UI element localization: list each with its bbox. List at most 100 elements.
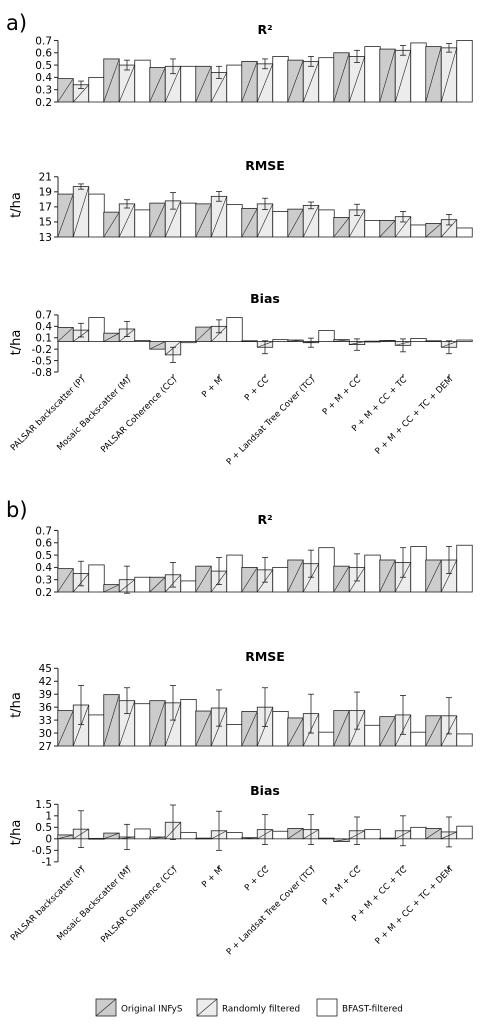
bar-hatch bbox=[287, 717, 304, 747]
y-tick-label: 36 bbox=[39, 702, 53, 714]
bar bbox=[456, 733, 473, 747]
legend-label: Original INFyS bbox=[121, 1005, 183, 1015]
y-tick-label: 0.5 bbox=[35, 822, 52, 834]
bar bbox=[272, 210, 289, 238]
y-tick-label: 39 bbox=[39, 689, 52, 701]
category-label: PALSAR Coherence (CC) bbox=[99, 375, 179, 455]
y-tick-label: -0.5 bbox=[32, 355, 53, 367]
bar bbox=[88, 317, 105, 342]
charts-group: R²0.20.30.40.50.60.7RMSE1315171921t/haBi… bbox=[9, 22, 473, 869]
category-label: P + M + CC + TC + DEM bbox=[373, 865, 455, 947]
category-label: PALSAR Coherence (CC) bbox=[99, 865, 179, 945]
category-label: P + M bbox=[200, 865, 225, 890]
bar bbox=[180, 65, 197, 103]
y-tick-label: 0.5 bbox=[35, 550, 52, 562]
bar bbox=[456, 227, 473, 238]
chart-panel-2: RMSE 13 15 17 19 21 t/ha bbox=[9, 158, 473, 244]
y-tick-label: -0.2 bbox=[32, 344, 53, 356]
bar-hatch bbox=[441, 219, 457, 238]
bar-hatch bbox=[379, 220, 396, 238]
bar-hatch bbox=[149, 341, 166, 350]
bar-hatch bbox=[118, 64, 136, 103]
y-tick-label: 19 bbox=[39, 187, 52, 199]
legend-swatch bbox=[316, 998, 338, 1017]
category-label: P + Landsat Tree Cover (TC) bbox=[225, 375, 317, 467]
legend-label: Randomly filtered bbox=[222, 1005, 300, 1015]
category-label: P + M + CC bbox=[321, 375, 363, 417]
bar-hatch bbox=[103, 832, 120, 840]
y-tick-label: 0.7 bbox=[35, 525, 52, 537]
bar-hatch bbox=[379, 48, 396, 103]
bar bbox=[134, 209, 151, 238]
bar bbox=[272, 711, 289, 747]
y-tick-label: 0.7 bbox=[35, 35, 52, 47]
bar-hatch bbox=[241, 208, 258, 238]
bar bbox=[364, 724, 381, 747]
bar-hatch bbox=[241, 837, 258, 840]
bar-hatch bbox=[348, 209, 366, 238]
chart-title: R² bbox=[257, 22, 272, 37]
y-tick-label: 0.3 bbox=[35, 574, 52, 586]
bar-hatch bbox=[440, 559, 458, 593]
y-tick-label: 0.2 bbox=[35, 97, 52, 109]
y-tick-label: -1 bbox=[42, 857, 52, 869]
bar-hatch bbox=[256, 63, 274, 103]
bar-hatch bbox=[287, 60, 304, 103]
bar-hatch bbox=[379, 559, 396, 593]
y-axis-label: t/ha bbox=[9, 692, 24, 718]
category-label: P + Landsat Tree Cover (TC) bbox=[225, 865, 317, 957]
y-tick-label: 15 bbox=[39, 217, 52, 229]
bar bbox=[180, 698, 197, 747]
bar bbox=[226, 832, 243, 840]
y-tick-label: 13 bbox=[39, 232, 52, 244]
chart-panel-3: Bias -0.8-0.5-0.20.10.40.7 t/ha bbox=[9, 291, 473, 379]
y-tick-label: 0.4 bbox=[35, 72, 52, 84]
bar-hatch bbox=[379, 340, 396, 342]
category-labels: PALSAR backscatter (P)Mosaic Backscatter… bbox=[9, 375, 455, 957]
bar-hatch bbox=[211, 326, 227, 342]
bar-hatch bbox=[287, 339, 304, 342]
bar-hatch bbox=[425, 340, 442, 342]
chart-title: R² bbox=[257, 512, 272, 527]
bar bbox=[456, 544, 473, 593]
bar bbox=[272, 56, 289, 103]
chart-title: RMSE bbox=[245, 158, 285, 173]
bar bbox=[226, 554, 243, 593]
bar-hatch bbox=[333, 838, 350, 842]
bar-hatch bbox=[195, 326, 212, 342]
bar bbox=[364, 554, 381, 593]
bar bbox=[226, 317, 243, 342]
bar-hatch bbox=[425, 828, 442, 840]
bar-hatch bbox=[379, 837, 396, 840]
y-tick-label: 1.5 bbox=[35, 799, 52, 811]
y-tick-label: 0.4 bbox=[35, 321, 52, 333]
bar bbox=[410, 224, 427, 238]
bar-hatch bbox=[195, 837, 212, 840]
legend-label: BFAST-filtered bbox=[342, 1005, 403, 1015]
bar bbox=[134, 576, 151, 593]
bar bbox=[272, 830, 289, 840]
bar-hatch bbox=[73, 84, 89, 103]
bar-hatch bbox=[425, 715, 442, 747]
bar-hatch bbox=[72, 704, 90, 747]
bar bbox=[272, 566, 289, 593]
category-label: PALSAR backscatter (P) bbox=[9, 865, 87, 943]
bar-hatch bbox=[333, 565, 350, 593]
bar-hatch bbox=[57, 710, 74, 747]
bar-hatch bbox=[302, 205, 320, 238]
bar-hatch bbox=[379, 716, 396, 747]
bar-hatch bbox=[149, 202, 166, 238]
bar-hatch bbox=[72, 186, 90, 238]
y-tick-label: 0.1 bbox=[35, 333, 52, 345]
y-tick-label: 0.7 bbox=[35, 310, 52, 322]
category-label: P + M + CC bbox=[321, 865, 363, 907]
bar bbox=[88, 837, 105, 840]
bar bbox=[318, 547, 335, 593]
y-tick-label: 0.6 bbox=[35, 48, 52, 60]
y-tick-label: 33 bbox=[39, 715, 52, 727]
bar bbox=[88, 76, 105, 103]
bar-hatch bbox=[164, 66, 182, 103]
y-tick-label: 0.4 bbox=[35, 562, 52, 574]
bar-hatch bbox=[256, 203, 274, 238]
